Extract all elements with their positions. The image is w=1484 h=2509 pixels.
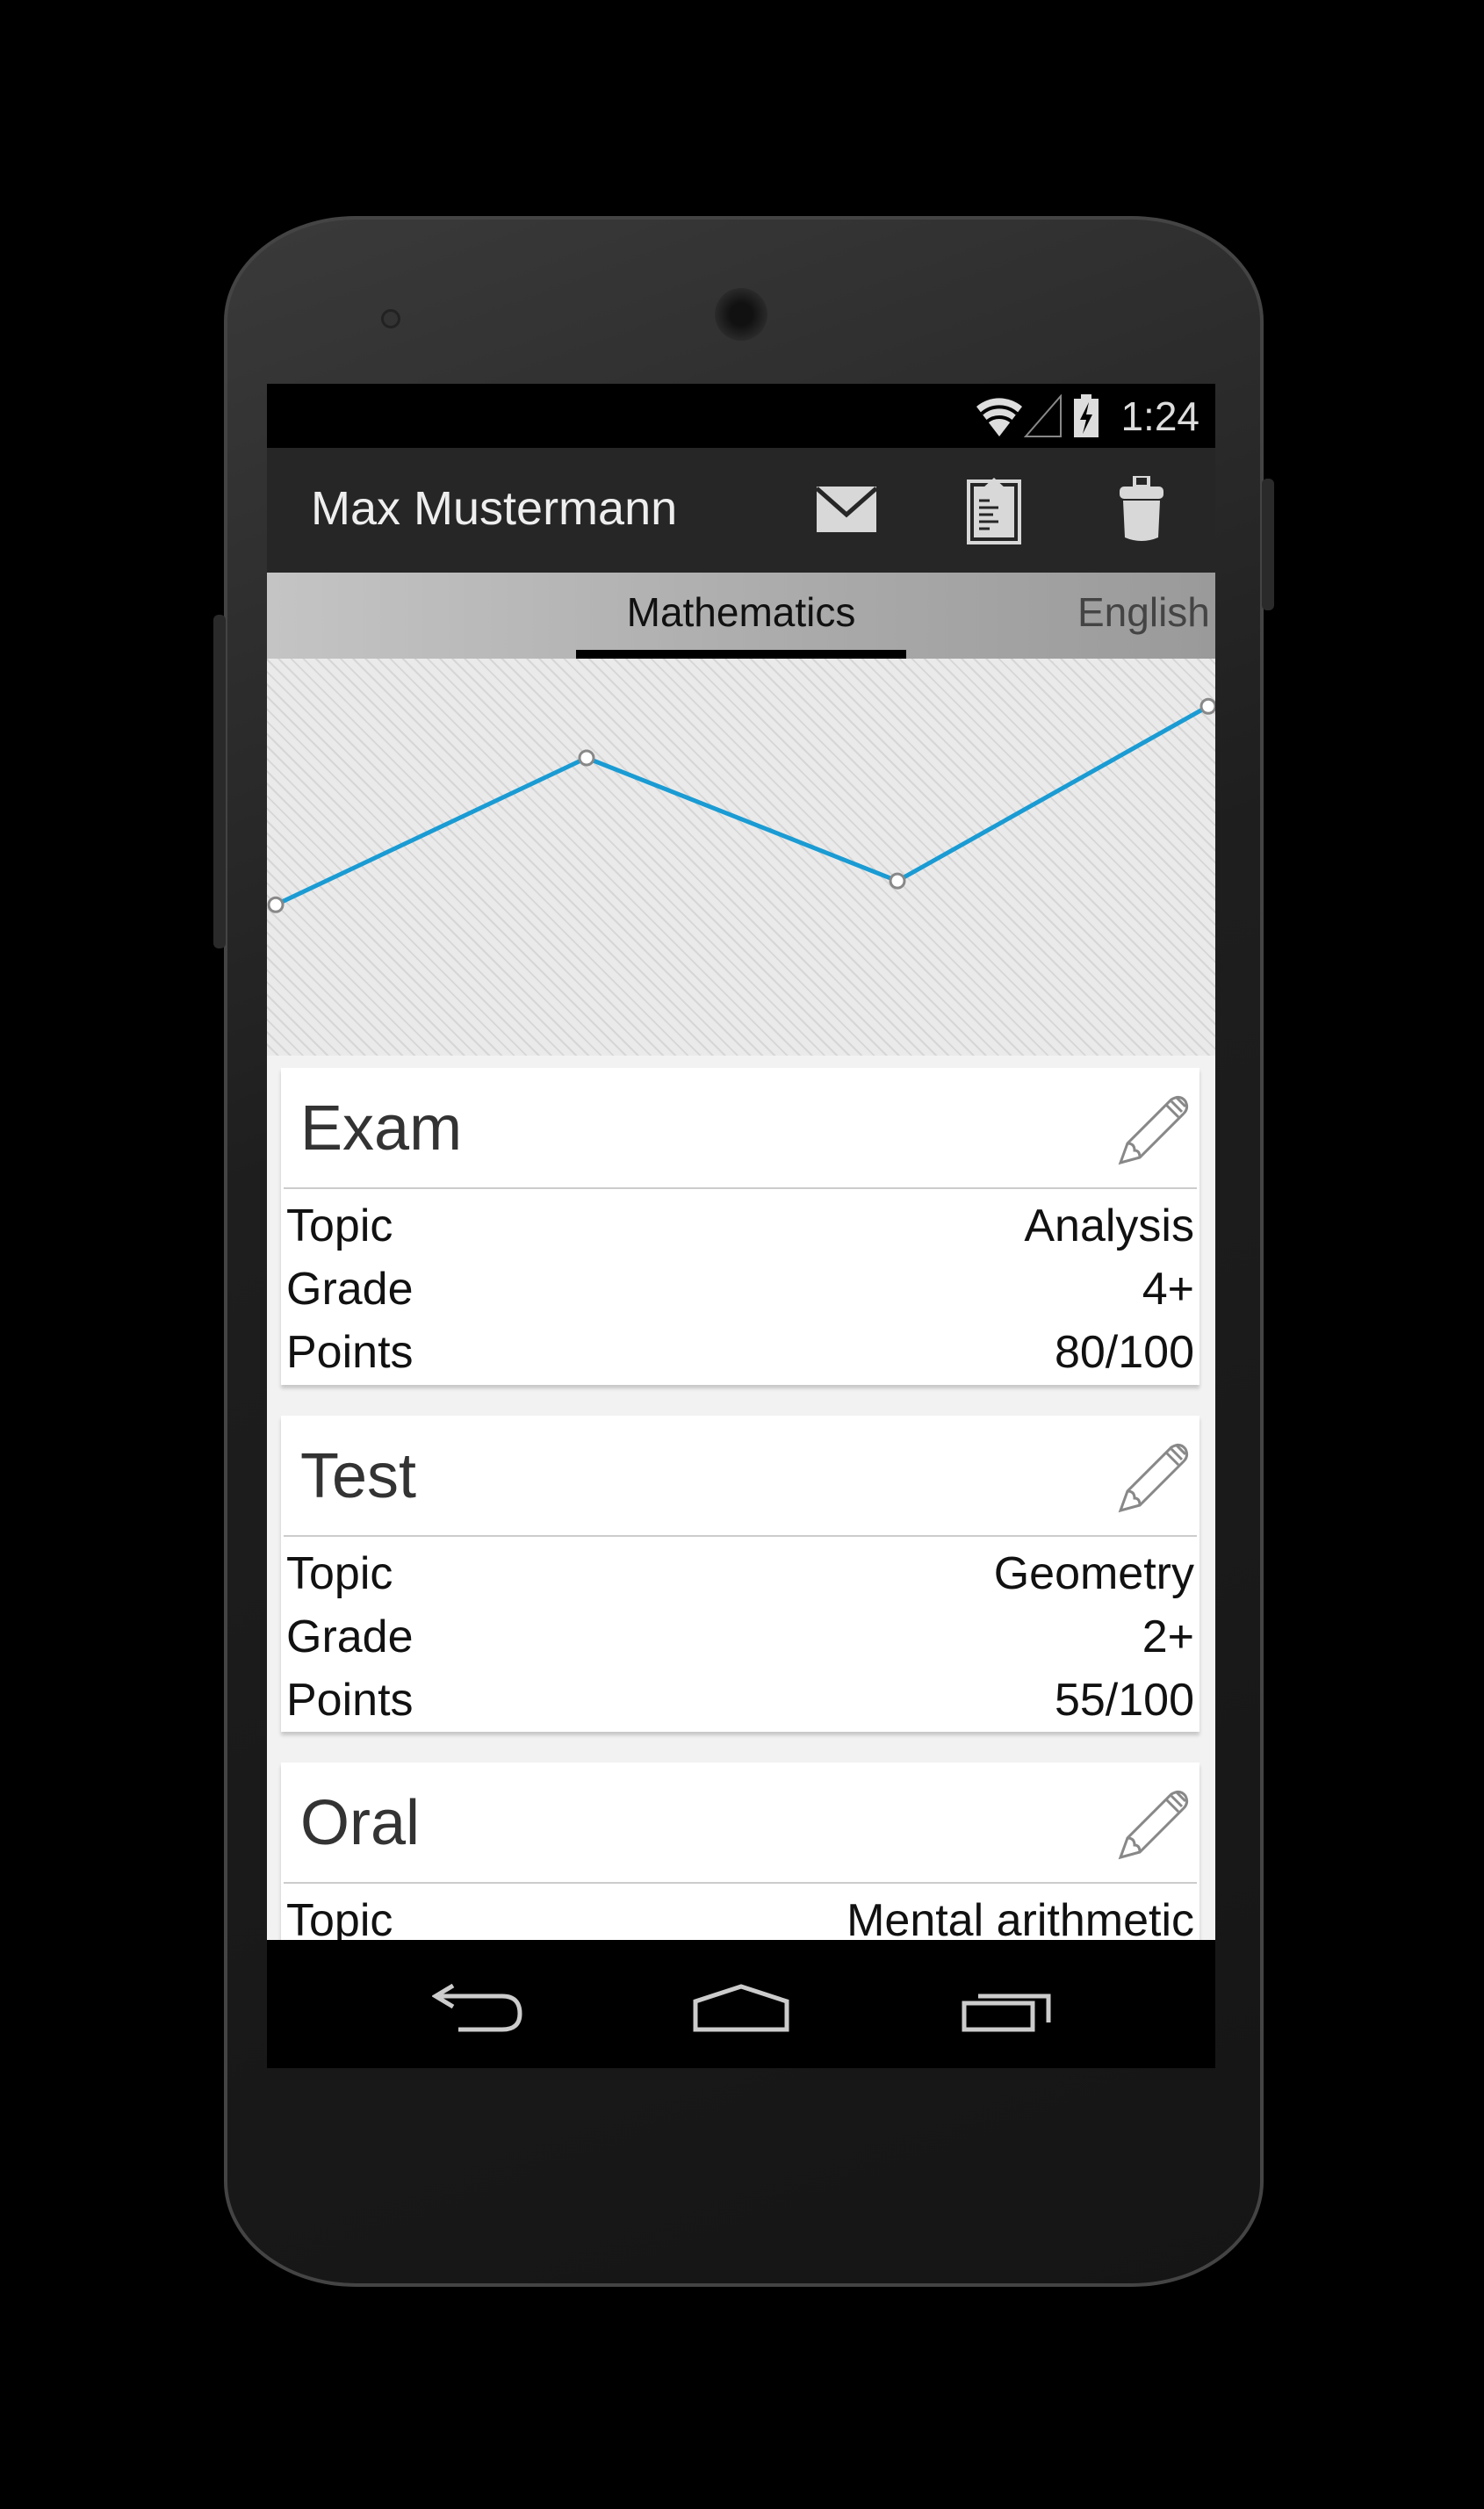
- action-bar: Max Mustermann: [267, 448, 1215, 573]
- data-point[interactable]: [1199, 697, 1215, 715]
- page-title: Max Mustermann: [311, 482, 678, 535]
- recent-apps-icon[interactable]: [961, 1984, 1054, 2033]
- row-grade: Grade 2+: [286, 1611, 1194, 1674]
- row-value: Mental arithmetic: [846, 1895, 1194, 1946]
- row-topic: Topic Geometry: [286, 1547, 1194, 1611]
- row-value: 2+: [1142, 1611, 1194, 1662]
- row-label: Topic: [286, 1200, 393, 1251]
- row-label: Points: [286, 1327, 414, 1378]
- signal-icon: [1024, 394, 1062, 437]
- front-camera: [381, 309, 400, 328]
- card-title: Test: [300, 1441, 417, 1511]
- speaker-grille: [715, 288, 767, 341]
- row-label: Topic: [286, 1895, 393, 1946]
- row-label: Grade: [286, 1611, 414, 1662]
- grade-card-exam: Exam Topic Analysis Grade 4+ Points 80/100: [281, 1068, 1199, 1385]
- row-value: 80/100: [1054, 1327, 1194, 1378]
- divider: [284, 1882, 1197, 1884]
- row-value: Geometry: [993, 1548, 1194, 1599]
- clipboard-button[interactable]: [959, 474, 1029, 544]
- volume-button: [213, 615, 226, 948]
- data-point[interactable]: [578, 749, 595, 767]
- row-points: Points 55/100: [286, 1674, 1194, 1737]
- tab-mathematics[interactable]: Mathematics: [626, 589, 856, 635]
- row-grade: Grade 4+: [286, 1263, 1194, 1326]
- card-title: Oral: [300, 1788, 421, 1858]
- navigation-bar: [267, 1940, 1215, 2068]
- row-value: 4+: [1142, 1264, 1194, 1315]
- row-value: 55/100: [1054, 1675, 1194, 1726]
- trash-icon: [1120, 476, 1163, 541]
- row-label: Topic: [286, 1548, 393, 1599]
- pencil-icon[interactable]: [1115, 1092, 1191, 1168]
- row-topic: Topic Analysis: [286, 1200, 1194, 1263]
- tab-english[interactable]: English: [1077, 589, 1210, 635]
- status-time: 1:24: [1120, 393, 1199, 439]
- active-tab-indicator: [576, 650, 906, 659]
- back-icon[interactable]: [432, 1984, 523, 2033]
- pencil-icon[interactable]: [1115, 1440, 1191, 1516]
- data-point[interactable]: [889, 872, 906, 890]
- subject-tabs: Mathematics English: [267, 573, 1215, 659]
- status-bar: 1:24: [267, 384, 1215, 448]
- row-label: Points: [286, 1675, 414, 1726]
- row-topic: Topic Mental arithmetic: [286, 1894, 1194, 1957]
- grade-card-test: Test Topic Geometry Grade 2+ Points 55/100: [281, 1416, 1199, 1732]
- delete-button[interactable]: [1106, 474, 1177, 544]
- series-line: [274, 704, 1210, 907]
- wifi-icon: [976, 398, 1022, 436]
- data-point[interactable]: [267, 896, 285, 913]
- mail-icon: [817, 487, 876, 532]
- clipboard-icon: [967, 478, 1021, 544]
- home-icon[interactable]: [692, 1984, 790, 2033]
- grade-chart: [267, 659, 1215, 1056]
- row-value: Analysis: [1024, 1200, 1194, 1251]
- pencil-icon[interactable]: [1115, 1787, 1191, 1863]
- line-chart: [267, 697, 1215, 913]
- divider: [284, 1187, 1197, 1189]
- row-points: Points 80/100: [286, 1326, 1194, 1389]
- screen: 1:24 Max Mustermann Mathematics English …: [267, 384, 1215, 2068]
- divider: [284, 1535, 1197, 1537]
- card-title: Exam: [300, 1093, 463, 1164]
- power-button: [1262, 479, 1274, 610]
- mail-button[interactable]: [811, 474, 882, 544]
- row-label: Grade: [286, 1264, 414, 1315]
- battery-charging-icon: [1074, 394, 1099, 437]
